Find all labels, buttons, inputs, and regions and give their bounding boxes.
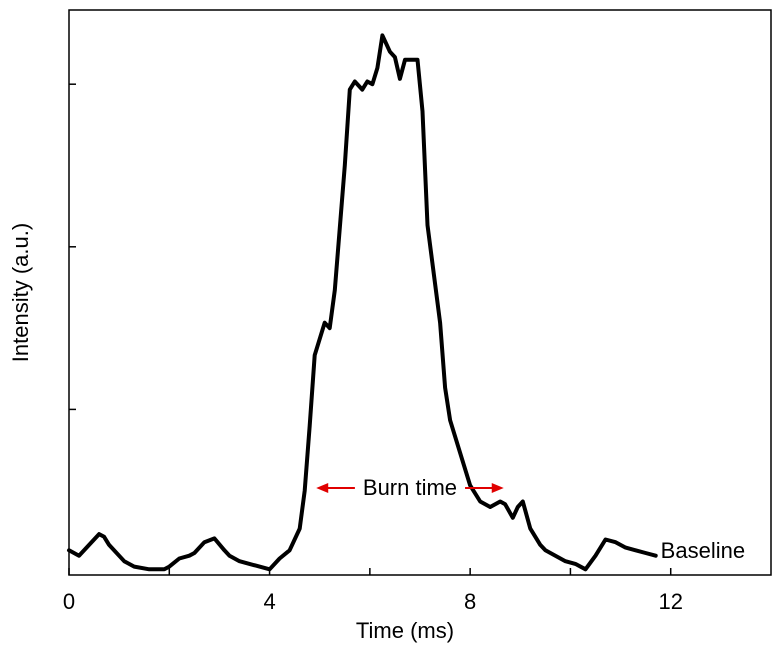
intensity-series-line [67, 33, 658, 572]
x-tick-label: 12 [658, 589, 682, 614]
burn-time-right-arrow-head [491, 482, 504, 493]
burn-time-left-arrow-head [316, 482, 329, 493]
x-tick-label: 0 [63, 589, 75, 614]
x-tick-label: 8 [464, 589, 476, 614]
plot-frame [68, 9, 772, 576]
x-tick-label: 4 [263, 589, 275, 614]
burn-time-label: Burn time [363, 475, 457, 500]
burn-time-annotation: Burn time [316, 475, 504, 500]
x-axis-label: Time (ms) [356, 618, 454, 643]
tick-marks [68, 83, 672, 575]
y-axis-label: Intensity (a.u.) [8, 223, 33, 362]
x-tick-labels: 0 4 8 12 [63, 589, 683, 614]
baseline-label: Baseline [661, 538, 745, 563]
